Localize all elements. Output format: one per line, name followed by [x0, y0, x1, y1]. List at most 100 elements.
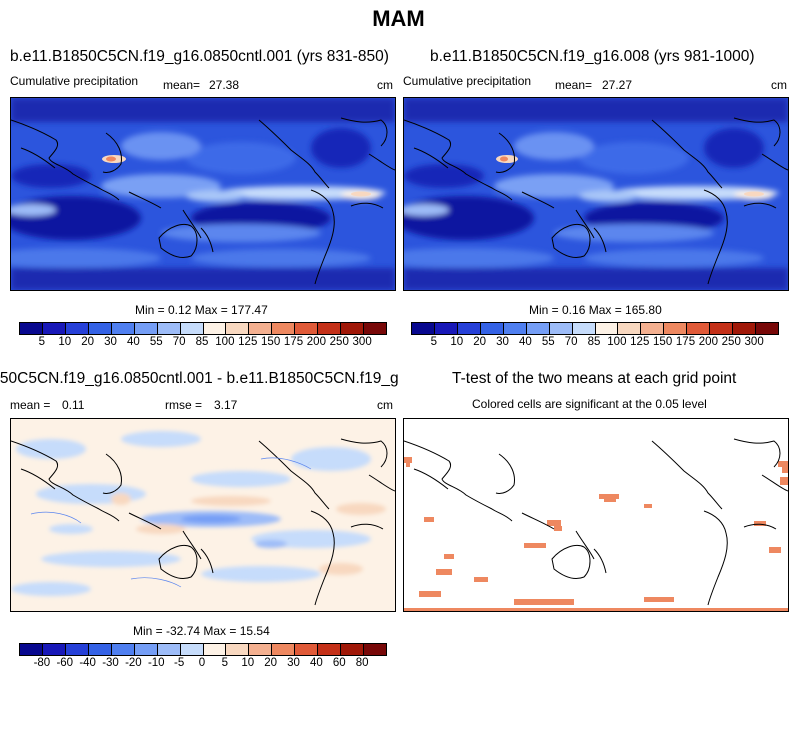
top-right-colorbar-cell [618, 323, 642, 334]
bottom-left-colorbar-cell [203, 644, 227, 655]
top-right-mean-value: 27.27 [602, 78, 633, 92]
bottom-left-title-clip: b.e11.B1850C5CN.f19_g16.0850cntl.001 - b… [0, 368, 398, 390]
top-right-colorbar-tick-label: 5 [430, 336, 438, 348]
top-left-colorbar-ticks: 5 10 20 30 40 55 70 85 100 125 150 175 200 250 300 [19, 336, 385, 350]
top-left-units: cm [377, 78, 393, 92]
bottom-left-colorbar-cell [65, 644, 89, 655]
top-left-colorbar-tick-label: 250 [329, 336, 349, 348]
top-left-colorbar-tick-label: 10 [58, 336, 72, 348]
top-right-minmax: Min = 0.16 Max = 165.80 [529, 303, 662, 317]
top-left-variable: Cumulative precipitation [10, 74, 139, 88]
top-right-colorbar-tick-label: 85 [587, 336, 601, 348]
top-right-colorbar-tick-label: 200 [698, 336, 718, 348]
top-right-colorbar-tick-label: 100 [607, 336, 627, 348]
top-left-colorbar-tick-label: 70 [172, 336, 186, 348]
top-right-colorbar-tick-label: 55 [541, 336, 555, 348]
top-right-colorbar-tick-label: 70 [564, 336, 578, 348]
top-right-colorbar-cell [434, 323, 458, 334]
bottom-left-colorbar-cell [364, 644, 386, 655]
bottom-left-colorbar-tick-label: -60 [56, 657, 74, 669]
top-left-colorbar-tick-label: 175 [283, 336, 304, 348]
top-left-colorbar-cell [295, 323, 319, 334]
top-left-colorbar-cell [318, 323, 342, 334]
bottom-left-colorbar-cell [20, 644, 43, 655]
top-right-precip-map [403, 97, 789, 291]
top-left-colorbar-cell [134, 323, 158, 334]
bottom-left-colorbar-tick-label: -10 [147, 657, 165, 669]
top-right-colorbar-tick-label: 10 [450, 336, 464, 348]
bottom-left-minmax: Min = -32.74 Max = 15.54 [133, 624, 270, 638]
top-left-colorbar-cell [65, 323, 89, 334]
bottom-left-colorbar-tick-label: 10 [241, 657, 255, 669]
bottom-left-colorbar-cell [226, 644, 250, 655]
top-right-colorbar-tick-label: 30 [496, 336, 509, 348]
bottom-left-colorbar-tick-label: 5 [221, 657, 229, 669]
bottom-right-ttest-map [403, 418, 789, 612]
bottom-left-colorbar-tick-label: 80 [355, 657, 369, 669]
top-left-colorbar-cell [364, 323, 386, 334]
top-left-colorbar-tick-label: 55 [149, 336, 163, 348]
top-right-colorbar-cell [549, 323, 573, 334]
top-left-colorbar [19, 322, 387, 335]
top-right-colorbar-cell [572, 323, 596, 334]
top-right-colorbar-tick-label: 40 [518, 336, 532, 348]
bottom-left-colorbar-cell [341, 644, 365, 655]
top-left-colorbar-cell [272, 323, 296, 334]
bottom-left-rmse-label: rmse = [165, 398, 203, 412]
top-right-colorbar-cell [503, 323, 527, 334]
top-right-colorbar-tick-label: 175 [675, 336, 696, 348]
top-left-colorbar-cell [226, 323, 250, 334]
top-right-colorbar-tick-label: 20 [473, 336, 487, 348]
top-right-variable: Cumulative precipitation [403, 74, 532, 88]
top-right-colorbar-cell [457, 323, 481, 334]
top-left-colorbar-cell [180, 323, 204, 334]
bottom-right-ttest-subtitle: Colored cells are significant at the 0.0… [472, 397, 707, 411]
bottom-left-colorbar-tick-label: 60 [332, 657, 346, 669]
top-right-colorbar-cell [526, 323, 550, 334]
bottom-left-colorbar [19, 643, 387, 656]
bottom-left-colorbar-ticks: -80 -60 -40 -30 -20 -10 -5 0 5 10 20 30 40 60 80 [19, 657, 385, 671]
bottom-left-colorbar-cell [134, 644, 158, 655]
top-right-colorbar-tick-label: 300 [744, 336, 764, 348]
top-left-colorbar-tick-label: 300 [352, 336, 372, 348]
top-right-colorbar-cell [480, 323, 504, 334]
top-left-mean-label: mean= [163, 78, 201, 92]
top-right-case-title: b.e11.B1850C5CN.f19_g16.008 (yrs 981-100… [430, 48, 755, 65]
top-left-colorbar-tick-label: 100 [215, 336, 235, 348]
top-left-colorbar-cell [111, 323, 135, 334]
top-right-colorbar-cell [756, 323, 778, 334]
bottom-left-colorbar-cell [88, 644, 112, 655]
top-left-mean-value: 27.38 [209, 78, 240, 92]
top-right-colorbar-cell [710, 323, 734, 334]
bottom-left-colorbar-cell [111, 644, 135, 655]
top-right-colorbar-cell [641, 323, 665, 334]
top-right-colorbar-cell [412, 323, 435, 334]
top-left-colorbar-cell [341, 323, 365, 334]
top-left-colorbar-tick-label: 85 [195, 336, 209, 348]
bottom-left-mean-label: mean = [10, 398, 51, 412]
top-left-colorbar-cell [249, 323, 273, 334]
bottom-left-colorbar-cell [295, 644, 319, 655]
top-left-colorbar-cell [157, 323, 181, 334]
top-left-colorbar-tick-label: 5 [38, 336, 46, 348]
figure-title: MAM [372, 6, 425, 31]
top-right-colorbar [411, 322, 779, 335]
top-left-colorbar-tick-label: 200 [306, 336, 326, 348]
top-right-colorbar-cell [687, 323, 711, 334]
bottom-left-colorbar-cell [272, 644, 296, 655]
bottom-left-colorbar-tick-label: 40 [309, 657, 323, 669]
top-left-colorbar-cell [20, 323, 43, 334]
bottom-left-colorbar-cell [42, 644, 66, 655]
bottom-left-mean-value: 0.11 [62, 398, 85, 412]
bottom-left-diff-map [10, 418, 396, 612]
top-left-colorbar-cell [88, 323, 112, 334]
bottom-left-colorbar-tick-label: 20 [264, 657, 278, 669]
top-right-mean-label: mean= [555, 78, 593, 92]
top-right-colorbar-ticks: 5 10 20 30 40 55 70 85 100 125 150 175 200 250 300 [411, 336, 777, 350]
bottom-left-colorbar-tick-label: 30 [287, 657, 300, 669]
top-left-colorbar-tick-label: 40 [126, 336, 140, 348]
bottom-left-diff-title: b.e11.B1850C5CN.f19_g16.0850cntl.001 - b… [0, 370, 398, 387]
top-left-colorbar-tick-label: 20 [81, 336, 95, 348]
bottom-left-colorbar-tick-label: -80 [33, 657, 51, 669]
bottom-left-colorbar-tick-label: -5 [174, 657, 185, 669]
